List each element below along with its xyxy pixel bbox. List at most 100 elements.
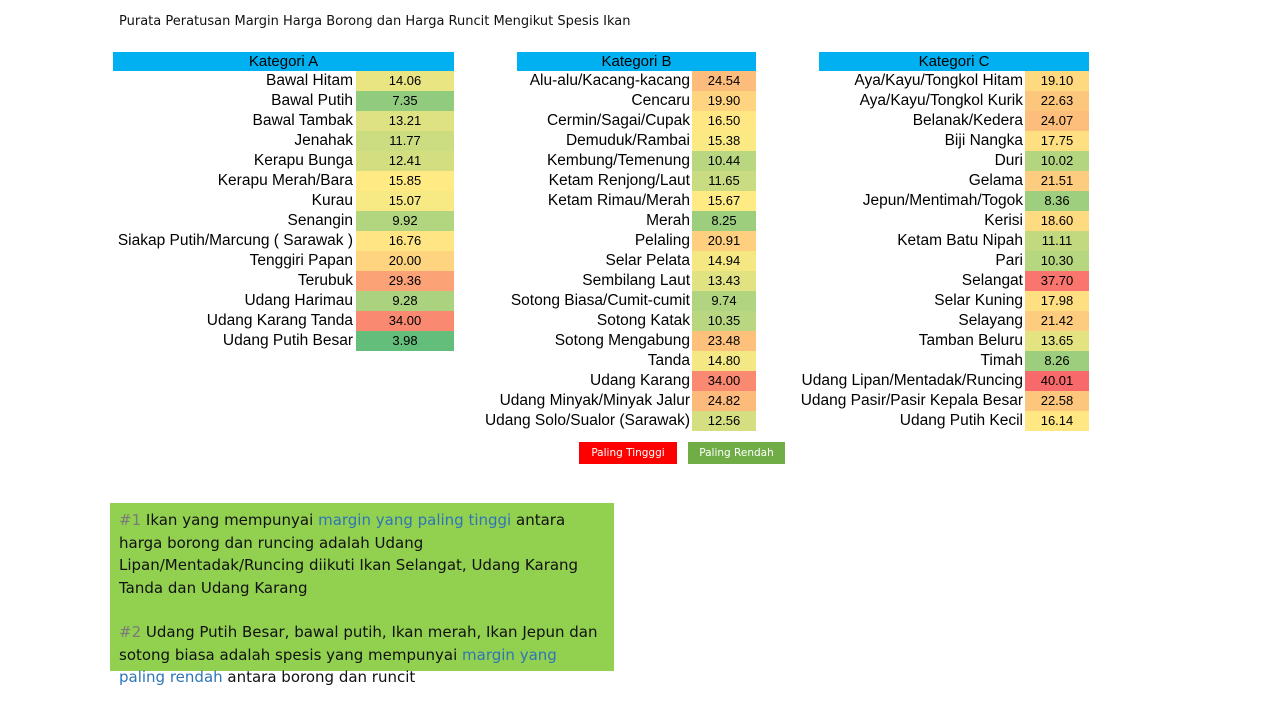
margin-value-cell: 24.54 (692, 71, 756, 91)
species-label-udang-karang-tanda: Udang Karang Tanda (206, 312, 353, 329)
category-a-header: Kategori A (113, 52, 454, 71)
species-label-kurau: Kurau (311, 192, 353, 209)
category-c-header: Kategori C (819, 52, 1089, 71)
margin-value-cell: 13.21 (356, 111, 454, 131)
species-label-selayang: Selayang (958, 312, 1023, 329)
table-row: Tamban Beluru 13.65 (790, 331, 1089, 351)
species-label-udang-lipan-mentadak-runcing: Udang Lipan/Mentadak/Runcing (801, 372, 1023, 389)
margin-value-cell: 9.92 (356, 211, 454, 231)
table-row: Sotong Mengabung 23.48 (480, 331, 756, 351)
table-row: Senangin 9.92 (113, 211, 454, 231)
table-row: Kurau 15.07 (113, 191, 454, 211)
margin-value-cell: 7.35 (356, 91, 454, 111)
table-row: Sotong Biasa/Cumit-cumit 9.74 (480, 291, 756, 311)
margin-value-cell: 34.00 (692, 371, 756, 391)
species-label-sotong-mengabung: Sotong Mengabung (554, 332, 690, 349)
table-row: Udang Putih Kecil 16.14 (790, 411, 1089, 431)
species-label-sembilang-laut: Sembilang Laut (582, 272, 690, 289)
table-row: Udang Karang Tanda 34.00 (113, 311, 454, 331)
margin-value-cell: 24.07 (1025, 111, 1089, 131)
margin-value-cell: 14.94 (692, 251, 756, 271)
margin-value-cell: 20.91 (692, 231, 756, 251)
species-label-tamban-beluru: Tamban Beluru (918, 332, 1023, 349)
margin-value-cell: 16.76 (356, 231, 454, 251)
margin-value-cell: 17.98 (1025, 291, 1089, 311)
table-row: Tanda 14.80 (480, 351, 756, 371)
species-label-bawal-putih: Bawal Putih (271, 92, 353, 109)
margin-value-cell: 10.30 (1025, 251, 1089, 271)
margin-value-cell: 14.80 (692, 351, 756, 371)
species-label-tenggiri-papan: Tenggiri Papan (249, 252, 353, 269)
table-row: Udang Putih Besar 3.98 (113, 331, 454, 351)
species-label-udang-minyak-minyak-jalur: Udang Minyak/Minyak Jalur (499, 392, 690, 409)
species-label-duri: Duri (994, 152, 1023, 169)
species-label-pari: Pari (995, 252, 1023, 269)
category-b-header: Kategori B (517, 52, 756, 71)
margin-value-cell: 15.67 (692, 191, 756, 211)
margin-value-cell: 15.07 (356, 191, 454, 211)
species-label-aya-kayu-tongkol-kurik: Aya/Kayu/Tongkol Kurik (859, 92, 1023, 109)
table-row: Kerisi 18.60 (790, 211, 1089, 231)
table-row: Merah 8.25 (480, 211, 756, 231)
species-label-udang-pasir-pasir-kepala-besar: Udang Pasir/Pasir Kepala Besar (800, 392, 1023, 409)
note-1-text-b: antara harga borong dan runcing adalah U… (119, 511, 579, 597)
species-label-ketam-renjong-laut: Ketam Renjong/Laut (548, 172, 690, 189)
species-label-jepun-mentimah-togok: Jepun/Mentimah/Togok (862, 192, 1023, 209)
margin-value-cell: 21.42 (1025, 311, 1089, 331)
margin-value-cell: 11.65 (692, 171, 756, 191)
table-row: Duri 10.02 (790, 151, 1089, 171)
table-row: Timah 8.26 (790, 351, 1089, 371)
note-1-text-a: Ikan yang mempunyai (141, 511, 319, 529)
table-row: Tenggiri Papan 20.00 (113, 251, 454, 271)
margin-value-cell: 11.11 (1025, 231, 1089, 251)
table-row: Jepun/Mentimah/Togok 8.36 (790, 191, 1089, 211)
margin-value-cell: 18.60 (1025, 211, 1089, 231)
margin-value-cell: 15.38 (692, 131, 756, 151)
species-label-pelaling: Pelaling (634, 232, 690, 249)
species-label-selar-kuning: Selar Kuning (934, 292, 1023, 309)
species-label-cermin-sagai-cupak: Cermin/Sagai/Cupak (546, 112, 690, 129)
margin-value-cell: 23.48 (692, 331, 756, 351)
notes-box: #1 Ikan yang mempunyai margin yang palin… (110, 503, 614, 686)
margin-value-cell: 16.50 (692, 111, 756, 131)
table-row: Pari 10.30 (790, 251, 1089, 271)
margin-value-cell: 11.77 (356, 131, 454, 151)
table-row: Kerapu Bunga 12.41 (113, 151, 454, 171)
note-2-number: #2 (119, 623, 142, 641)
table-row: Sotong Katak 10.35 (480, 311, 756, 331)
margin-value-cell: 3.98 (356, 331, 454, 351)
margin-value-cell: 16.14 (1025, 411, 1089, 431)
species-label-sotong-katak: Sotong Katak (596, 312, 690, 329)
species-label-kerapu-bunga: Kerapu Bunga (253, 152, 353, 169)
margin-value-cell: 12.56 (692, 411, 756, 431)
margin-value-cell: 14.06 (356, 71, 454, 91)
table-row: Demuduk/Rambai 15.38 (480, 131, 756, 151)
species-label-selangat: Selangat (961, 272, 1023, 289)
margin-value-cell: 15.85 (356, 171, 454, 191)
margin-value-cell: 8.36 (1025, 191, 1089, 211)
table-row: Ketam Renjong/Laut 11.65 (480, 171, 756, 191)
table-row: Alu-alu/Kacang-kacang 24.54 (480, 71, 756, 91)
margin-value-cell: 24.82 (692, 391, 756, 411)
species-label-udang-putih-kecil: Udang Putih Kecil (899, 412, 1023, 429)
table-row: Cermin/Sagai/Cupak 16.50 (480, 111, 756, 131)
table-row: Biji Nangka 17.75 (790, 131, 1089, 151)
table-row: Udang Pasir/Pasir Kepala Besar 22.58 (790, 391, 1089, 411)
margin-value-cell: 17.75 (1025, 131, 1089, 151)
margin-value-cell: 13.43 (692, 271, 756, 291)
note-2-text-b: antara borong dan runcit (222, 668, 416, 686)
margin-value-cell: 22.58 (1025, 391, 1089, 411)
margin-value-cell: 20.00 (356, 251, 454, 271)
table-row: Bawal Hitam 14.06 (113, 71, 454, 91)
species-label-kerapu-merah-bara: Kerapu Merah/Bara (217, 172, 353, 189)
species-label-ketam-rimau-merah: Ketam Rimau/Merah (547, 192, 690, 209)
margin-value-cell: 9.28 (356, 291, 454, 311)
species-label-terubuk: Terubuk (297, 272, 353, 289)
margin-value-cell: 22.63 (1025, 91, 1089, 111)
margin-value-cell: 8.26 (1025, 351, 1089, 371)
margin-value-cell: 9.74 (692, 291, 756, 311)
table-row: Udang Solo/Sualor (Sarawak) 12.56 (480, 411, 756, 431)
species-label-merah: Merah (646, 212, 690, 229)
species-label-ketam-batu-nipah: Ketam Batu Nipah (897, 232, 1023, 249)
margin-value-cell: 10.44 (692, 151, 756, 171)
